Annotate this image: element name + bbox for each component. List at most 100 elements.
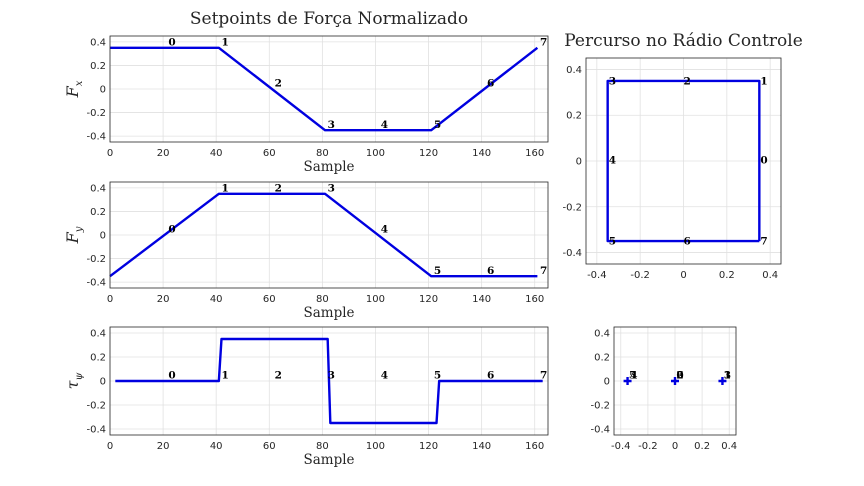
series-line-Fx	[110, 46, 539, 132]
y-tick-label: -0.4	[590, 425, 610, 436]
x-tick-label: 100	[366, 148, 385, 159]
chart-percurso: -0.4 -0.2 0 0.2 0.4 0.4 0.2 0 -0.2 -0.4 0 1 2 3 4 5 6 7 Pe…	[562, 31, 802, 281]
point-label: 1	[221, 370, 228, 382]
point-label: 2	[275, 370, 282, 382]
y-axis-symbol: F	[63, 231, 82, 244]
point-label: 5	[609, 236, 616, 248]
y-tick-label: -0.2	[86, 401, 106, 412]
point-label: 3	[328, 370, 335, 382]
point-label: 1	[221, 182, 228, 194]
axes-frame	[109, 35, 549, 143]
x-tick-label: 140	[472, 441, 491, 452]
point-label: 4	[630, 370, 637, 382]
y-tick-label: -0.2	[86, 254, 106, 265]
x-tick-label: -0.2	[630, 270, 650, 281]
y-tick-label: 0.2	[90, 207, 106, 218]
y-axis-label: τψ	[63, 372, 85, 389]
x-tick-label: 0.2	[694, 441, 710, 452]
data-point-marker	[718, 377, 727, 385]
x-tick-label: 0.4	[721, 441, 737, 452]
x-tick-label: 120	[419, 148, 438, 159]
y-axis-symbol: τ	[63, 379, 82, 389]
point-label: 5	[434, 119, 441, 131]
x-tick-label: 60	[263, 441, 276, 452]
point-label: 4	[381, 370, 388, 382]
y-tick-label: -0.4	[86, 278, 106, 289]
x-tick-label: 120	[419, 294, 438, 305]
series-line-Fy	[109, 192, 538, 278]
point-label: 7	[540, 265, 547, 277]
point-label: 4	[381, 119, 388, 131]
y-tick-label: 0.2	[566, 111, 582, 122]
point-label: 7	[540, 370, 547, 382]
point-label: 0	[168, 36, 175, 48]
series-line-tau_psi	[115, 337, 543, 425]
point-label: 1	[760, 75, 767, 87]
y-tick-label: -0.2	[590, 401, 610, 412]
x-tick-label: 40	[210, 294, 223, 305]
point-label: 2	[275, 182, 282, 194]
x-tick-label: 40	[210, 148, 223, 159]
x-tick-label: 0.4	[762, 270, 778, 281]
point-label: 0	[676, 370, 683, 382]
point-label: 5	[629, 370, 636, 382]
x-tick-label: 60	[263, 148, 276, 159]
y-tick-label: 0.4	[90, 183, 106, 194]
point-label: 3	[328, 182, 335, 194]
point-label: 5	[434, 265, 441, 277]
axes-frame	[585, 57, 782, 265]
x-tick-label: 40	[210, 441, 223, 452]
chart-title: Setpoints de Força Normalizado	[190, 9, 468, 29]
x-axis-label: Sample	[303, 305, 354, 321]
x-tick-label: 80	[316, 441, 329, 452]
y-tick-label: 0.4	[90, 37, 106, 48]
x-tick-label: 100	[366, 441, 385, 452]
chart-yaw: -0.4 -0.2 0 0.2 0.40.40.20-0.2-0.454 062 31	[590, 326, 737, 452]
axes-frame	[109, 326, 549, 436]
x-tick-label: 0.2	[719, 270, 735, 281]
y-axis-symbol: F	[63, 85, 82, 98]
x-tick-label: 140	[472, 148, 491, 159]
point-label: 6	[684, 236, 691, 248]
x-tick-label: 0	[672, 441, 678, 452]
x-tick-label: -0.2	[638, 441, 658, 452]
y-tick-label: 0	[576, 157, 582, 168]
y-axis-subscript: x	[74, 80, 85, 86]
y-axis-subscript: y	[74, 226, 85, 233]
point-label: 3	[609, 75, 616, 87]
y-tick-label: 0.4	[594, 329, 610, 340]
x-tick-label: -0.4	[587, 270, 607, 281]
y-tick-label: 0.2	[594, 353, 610, 364]
chart-title: Percurso no Rádio Controle	[564, 31, 803, 51]
x-tick-label: 120	[419, 441, 438, 452]
point-label: 0	[760, 154, 767, 166]
x-tick-label: 0	[680, 270, 686, 281]
point-label: 0	[168, 370, 175, 382]
point-label: 2	[676, 370, 683, 382]
y-axis-subscript: ψ	[74, 372, 85, 380]
y-axis-label: Fy	[63, 226, 85, 244]
y-tick-label: -0.4	[86, 425, 106, 436]
point-label: 6	[487, 265, 494, 277]
x-axis-label: Sample	[303, 159, 354, 175]
y-tick-label: 0	[100, 231, 106, 242]
series-line-path	[606, 79, 761, 243]
point-label: 2	[684, 75, 691, 87]
x-axis-label: Sample	[303, 452, 354, 468]
point-label: 1	[724, 370, 731, 382]
x-tick-label: 160	[525, 294, 544, 305]
x-tick-label: 20	[157, 148, 170, 159]
point-label: 6	[676, 370, 683, 382]
x-tick-label: 160	[525, 441, 544, 452]
x-tick-label: 20	[157, 441, 170, 452]
y-tick-label: 0	[100, 377, 106, 388]
x-tick-label: 20	[157, 294, 170, 305]
point-label: 4	[609, 154, 616, 166]
y-tick-label: -0.4	[562, 248, 582, 259]
data-point-marker	[671, 377, 679, 385]
y-tick-label: 0.2	[90, 61, 106, 72]
y-tick-label: 0.4	[90, 329, 106, 340]
